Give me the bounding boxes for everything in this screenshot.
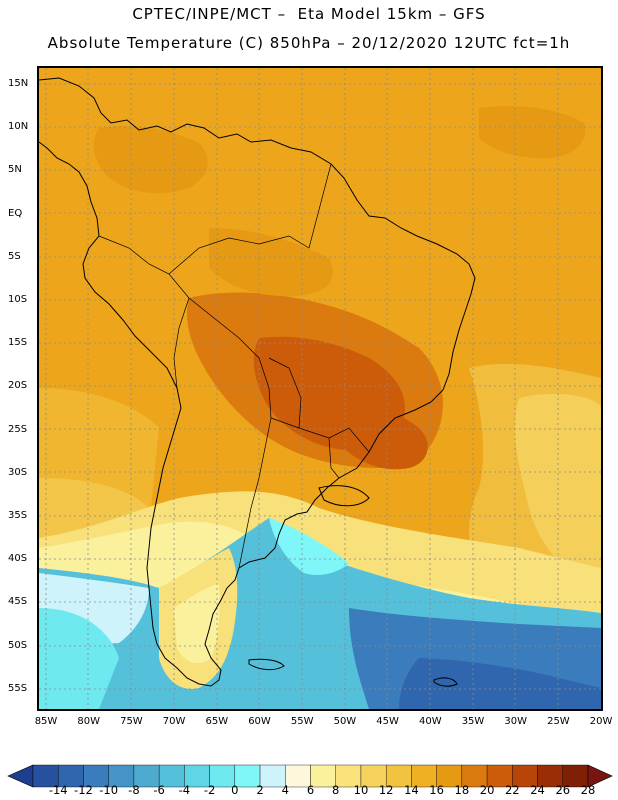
chart-subtitle: Absolute Temperature (C) 850hPa – 20/12/… xyxy=(47,34,571,52)
lon-label: 70W xyxy=(162,716,186,727)
colorbar-tick-label: 14 xyxy=(404,783,419,797)
lon-label: 25W xyxy=(547,716,570,727)
cold-tongue-west xyxy=(39,608,119,709)
colorbar-tick-label: 4 xyxy=(281,783,289,797)
warm-core-southeast xyxy=(332,398,428,470)
graticule xyxy=(39,68,601,709)
lat-label: 35S xyxy=(8,510,28,521)
lat-label: 10N xyxy=(8,121,29,133)
lon-label: 65W xyxy=(205,716,229,727)
lat-label: 40S xyxy=(8,553,28,565)
colorbar-tick-label: 10 xyxy=(353,783,369,797)
colorbar-tick-label: 20 xyxy=(479,783,495,797)
lon-label: 55W xyxy=(290,716,314,727)
lat-label: 45S xyxy=(8,596,28,608)
colorbar-tick-label: 0 xyxy=(231,783,239,797)
lon-label: 60W xyxy=(248,716,271,727)
coastline xyxy=(39,77,476,687)
lat-label: 25S xyxy=(8,423,28,435)
atlantic-cold-front xyxy=(269,518,349,575)
lat-label: 20S xyxy=(8,380,28,392)
temperature-map[interactable] xyxy=(37,66,603,711)
colorbar-tick-label: -2 xyxy=(203,783,216,797)
temperature-field xyxy=(39,68,601,709)
colorbar-tick-label: -8 xyxy=(128,783,140,797)
colorbar-tick-label: 18 xyxy=(454,783,470,797)
lon-label: 40W xyxy=(418,716,442,727)
colorbar-tick-label: 16 xyxy=(429,783,444,797)
colorbar-tick-label: -12 xyxy=(74,783,93,797)
lon-label: 80W xyxy=(77,716,100,727)
colorbar-tick-label: 2 xyxy=(256,783,264,797)
lon-label: 30W xyxy=(504,716,527,727)
north-warm-patch xyxy=(93,126,208,194)
atlantic-mild-band xyxy=(514,393,601,588)
lat-label: 10S xyxy=(8,294,28,305)
colorbar-tick-label: 6 xyxy=(306,783,315,797)
colorbar-tick-label: 24 xyxy=(530,783,545,797)
colorbar-tick-label: -4 xyxy=(178,783,191,797)
colorbar-tick-label: -6 xyxy=(153,783,165,797)
colorbar-tick-label: 8 xyxy=(332,783,340,797)
country-borders xyxy=(98,163,370,569)
chart-title: CPTEC/INPE/MCT – Eta Model 15km – GFS xyxy=(132,5,486,23)
colorbar-max-arrow xyxy=(587,764,613,788)
lon-label: 20W xyxy=(589,716,613,727)
colorbar-tick-label: 12 xyxy=(378,783,394,797)
colorbar-tick-label: 22 xyxy=(504,783,520,797)
lat-label: 30S xyxy=(8,466,28,478)
lon-label: 85W xyxy=(34,716,58,727)
colorbar-tick-label: 28 xyxy=(580,783,596,797)
deepest-cold xyxy=(399,658,601,709)
lat-label: 5S xyxy=(8,250,21,262)
lat-label: EQ xyxy=(8,207,23,219)
colorbar-min-arrow xyxy=(7,764,34,788)
lon-label: 45W xyxy=(376,716,399,727)
colorbar-tick-label: -10 xyxy=(99,783,119,797)
lon-label: 50W xyxy=(333,716,357,727)
colorbar xyxy=(7,764,613,788)
lat-label: 15N xyxy=(8,78,29,89)
lon-label: 35W xyxy=(461,716,485,727)
atlantic-warm-patch xyxy=(479,106,586,159)
lon-label: 75W xyxy=(120,716,143,727)
lat-label: 5N xyxy=(8,164,22,176)
colorbar-tick-label: 26 xyxy=(555,783,571,797)
colorbar-tick-label: -14 xyxy=(48,783,68,797)
lat-label: 55S xyxy=(8,682,28,694)
lat-label: 50S xyxy=(8,639,28,651)
patagonia-pale xyxy=(174,583,220,664)
lat-label: 15S xyxy=(8,337,28,349)
